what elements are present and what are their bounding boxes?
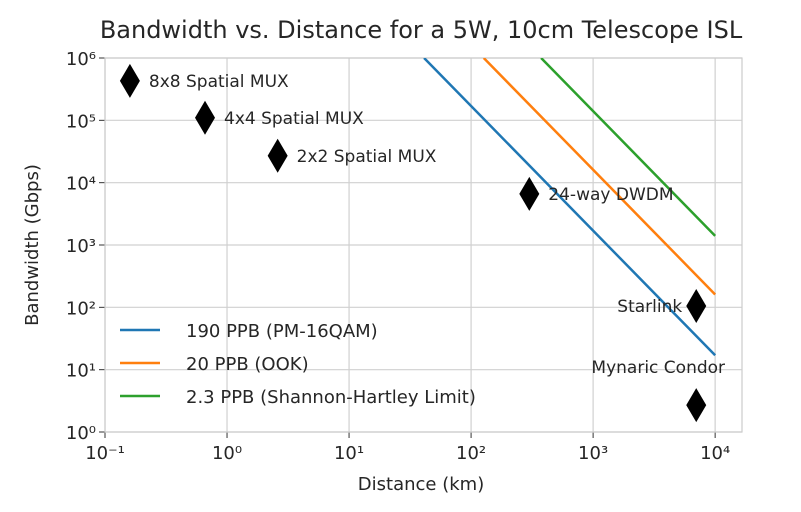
marker <box>519 176 540 211</box>
x-axis-label: Distance (km) <box>358 474 484 495</box>
marker <box>195 100 216 135</box>
y-tick-label: 10¹ <box>66 361 96 382</box>
point-label: 4x4 Spatial MUX <box>224 109 364 129</box>
point-label: Starlink <box>617 297 682 317</box>
marker <box>686 289 707 324</box>
y-tick-label: 10³ <box>66 236 96 257</box>
legend-label: 2.3 PPB (Shannon-Hartley Limit) <box>186 387 476 408</box>
line <box>540 58 717 237</box>
line <box>423 58 717 357</box>
x-tick-label: 10¹ <box>334 443 364 464</box>
line <box>482 58 717 296</box>
legend-label: 190 PPB (PM-16QAM) <box>186 321 378 342</box>
y-tick-label: 10² <box>66 298 96 319</box>
y-axis-label: Bandwidth (Gbps) <box>22 164 43 326</box>
x-tick-label: 10⁻¹ <box>85 443 125 464</box>
legend-label: 20 PPB (OOK) <box>186 354 309 375</box>
x-tick-label: 10⁴ <box>700 443 730 464</box>
marker <box>267 138 288 173</box>
y-tick-label: 10⁵ <box>66 111 96 132</box>
plot-frame <box>104 57 743 433</box>
y-tick-label: 10⁶ <box>66 49 96 70</box>
y-tick-label: 10⁴ <box>66 174 96 195</box>
x-tick-label: 10⁰ <box>212 443 242 464</box>
marker <box>119 63 140 98</box>
y-tick-label: 10⁰ <box>66 423 96 444</box>
chart-title: Bandwidth vs. Distance for a 5W, 10cm Te… <box>100 16 743 44</box>
point-label: Mynaric Condor <box>591 358 725 378</box>
point-label: 24-way DWDM <box>548 185 673 205</box>
x-tick-label: 10² <box>456 443 486 464</box>
x-tick-label: 10³ <box>578 443 608 464</box>
point-label: 2x2 Spatial MUX <box>297 147 437 167</box>
marker <box>686 388 707 423</box>
point-label: 8x8 Spatial MUX <box>149 72 289 92</box>
